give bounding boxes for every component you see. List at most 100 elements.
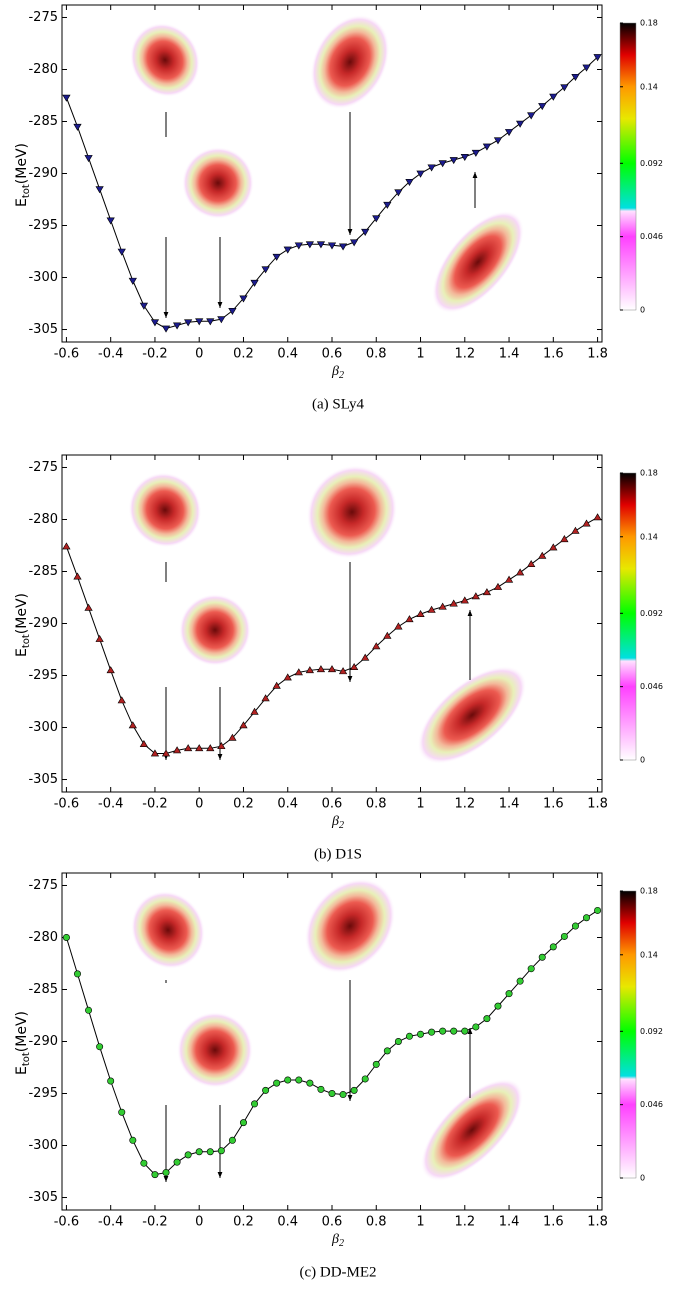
- point: [118, 1108, 126, 1116]
- x-tick-label: 0.4: [277, 797, 298, 812]
- colorbar: [619, 22, 637, 311]
- x-axis-label-part: β: [331, 364, 339, 379]
- point: [161, 325, 171, 333]
- point: [339, 1091, 347, 1099]
- x-tick-label: 1: [416, 1215, 424, 1230]
- point: [284, 1076, 292, 1084]
- colorbar-tick-label: 0.18: [640, 887, 658, 896]
- point: [294, 242, 303, 250]
- point: [73, 123, 82, 131]
- y-axis-label-part: (MeV): [14, 1011, 30, 1052]
- y-axis-label: Etot(MeV): [14, 1011, 32, 1075]
- x-tick-label: 0.6: [322, 1215, 343, 1230]
- x-tick-label: 0.8: [366, 1215, 387, 1230]
- point: [515, 120, 525, 128]
- point: [305, 241, 314, 249]
- point: [317, 1085, 325, 1093]
- point: [471, 149, 480, 157]
- x-axis-label: β2: [331, 364, 344, 381]
- point: [549, 543, 558, 551]
- x-tick-label: -0.2: [142, 797, 167, 812]
- point: [206, 744, 215, 752]
- point: [538, 103, 547, 111]
- point: [316, 665, 326, 673]
- point: [594, 906, 602, 914]
- density-image: [128, 472, 202, 548]
- y-axis-label-part: tot: [21, 634, 32, 648]
- y-tick-label: -300: [28, 1138, 58, 1153]
- x-tick-label: -0.2: [142, 347, 167, 362]
- point: [504, 129, 514, 137]
- point: [239, 295, 248, 303]
- point: [527, 560, 536, 568]
- point: [449, 599, 458, 607]
- point: [494, 1002, 502, 1010]
- y-tick-label: -275: [28, 878, 58, 893]
- point: [538, 953, 546, 961]
- y-axis-label: Etot(MeV): [14, 593, 32, 657]
- y-tick-label: -285: [28, 114, 58, 129]
- y-tick-label: -305: [28, 1190, 58, 1205]
- point: [461, 1027, 469, 1035]
- point: [350, 1086, 358, 1094]
- y-tick-label: -295: [28, 668, 58, 683]
- point: [295, 1076, 303, 1084]
- point: [305, 666, 314, 674]
- density-image: [182, 147, 254, 219]
- x-tick-label: 1.8: [587, 797, 608, 812]
- point: [394, 189, 403, 197]
- x-tick-label: 0: [195, 347, 203, 362]
- y-tick-label: -295: [28, 218, 58, 233]
- colorbar-tick-label: 0.18: [640, 19, 658, 28]
- x-tick-label: 1.6: [543, 347, 564, 362]
- point: [328, 1090, 336, 1098]
- density-image: [304, 878, 396, 974]
- colorbar-tick-label: 0: [640, 756, 645, 765]
- x-tick-label: 0.8: [366, 797, 387, 812]
- point: [228, 1136, 236, 1144]
- point: [272, 681, 281, 689]
- point: [217, 742, 226, 750]
- density-image: [130, 890, 206, 970]
- point: [493, 582, 503, 590]
- x-tick-label: -0.6: [54, 347, 79, 362]
- point: [549, 943, 557, 951]
- point: [361, 653, 370, 661]
- x-tick-label: -0.4: [98, 347, 123, 362]
- x-tick-label: 0.2: [233, 1215, 254, 1230]
- y-tick-label: -275: [28, 10, 58, 25]
- y-tick-label: -290: [28, 166, 58, 181]
- y-axis-label-part: E: [14, 198, 30, 207]
- x-tick-label: 0: [195, 797, 203, 812]
- y-axis-label-part: (MeV): [14, 593, 30, 634]
- point: [128, 277, 137, 285]
- point: [483, 1015, 491, 1023]
- colorbar-tick-label: 0.14: [640, 950, 658, 959]
- point: [262, 1086, 270, 1094]
- point: [416, 170, 425, 178]
- point: [273, 1079, 281, 1087]
- point: [450, 1027, 458, 1035]
- x-tick-label: 0.4: [277, 347, 298, 362]
- density-image: [310, 14, 390, 110]
- point: [504, 575, 514, 583]
- point: [593, 513, 602, 521]
- colorbar-tick-label: 0.092: [640, 1027, 663, 1036]
- y-tick-label: -305: [28, 772, 58, 787]
- x-tick-label: 1.8: [587, 347, 608, 362]
- point: [361, 228, 370, 236]
- point: [582, 519, 591, 527]
- point: [372, 642, 381, 650]
- point: [117, 696, 126, 704]
- x-tick-label: 1.4: [499, 347, 520, 362]
- point: [150, 319, 160, 327]
- point: [217, 316, 226, 324]
- x-axis-label: β2: [331, 814, 344, 831]
- point: [405, 179, 414, 187]
- x-axis-label-part: 2: [339, 370, 344, 381]
- y-tick-label: -280: [28, 930, 58, 945]
- point: [560, 932, 568, 940]
- point: [106, 217, 115, 225]
